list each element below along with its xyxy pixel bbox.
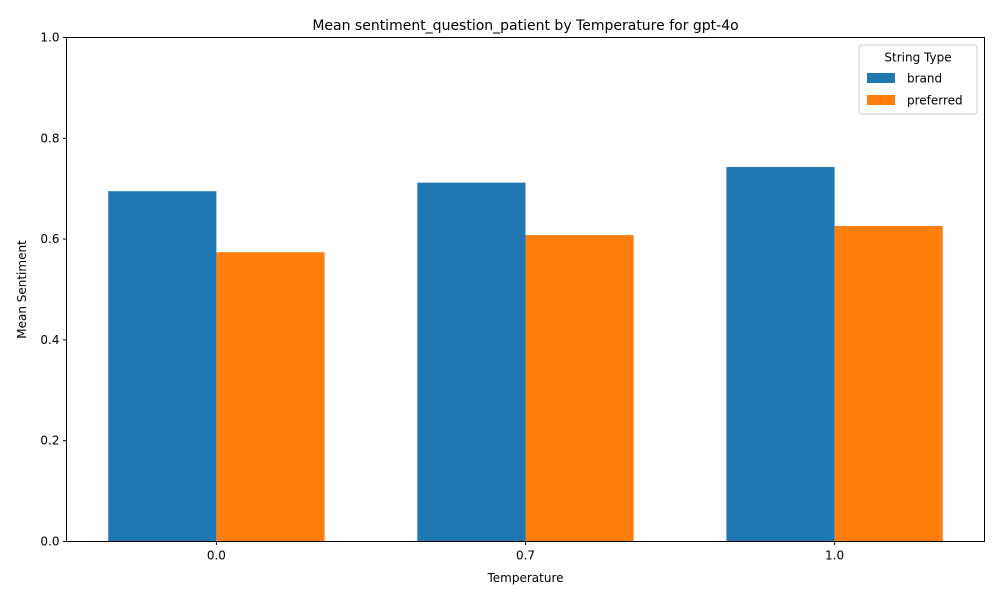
legend-label-brand: brand	[907, 72, 942, 86]
x-axis: 0.0 0.7 1.0	[207, 541, 844, 563]
bar-brand-1.0	[726, 167, 835, 542]
chart-title: Mean sentiment_question_patient by Tempe…	[312, 18, 738, 34]
y-tick-label: 0.8	[40, 131, 59, 145]
y-tick-label: 0.0	[40, 535, 59, 549]
bar-preferred-0.7	[525, 235, 634, 542]
bar-brand-0.7	[417, 182, 526, 542]
legend-items: brand preferred	[867, 72, 963, 108]
legend-swatch-brand	[867, 73, 895, 83]
x-tick-label: 0.7	[516, 549, 535, 563]
legend: String Type brand preferred	[858, 44, 978, 115]
y-tick-label: 0.2	[40, 434, 59, 448]
y-axis: 0.0 0.2 0.4 0.6 0.8 1.0	[40, 31, 67, 549]
y-axis-label: Mean Sentiment	[15, 240, 29, 339]
y-tick-label: 0.4	[40, 333, 59, 347]
x-tick-label: 1.0	[825, 549, 844, 563]
legend-label-preferred: preferred	[907, 94, 963, 108]
legend-title: String Type	[884, 51, 951, 65]
x-tick-label: 0.0	[207, 549, 226, 563]
y-tick-label: 0.6	[40, 232, 59, 246]
bar-preferred-0.0	[216, 252, 325, 542]
x-axis-label: Temperature	[486, 571, 563, 585]
plot-frame	[66, 37, 985, 542]
bars-group	[108, 167, 943, 542]
bar-brand-0.0	[108, 191, 217, 542]
y-tick-label: 1.0	[40, 31, 59, 45]
bar-preferred-1.0	[834, 225, 943, 542]
legend-swatch-preferred	[867, 95, 895, 105]
